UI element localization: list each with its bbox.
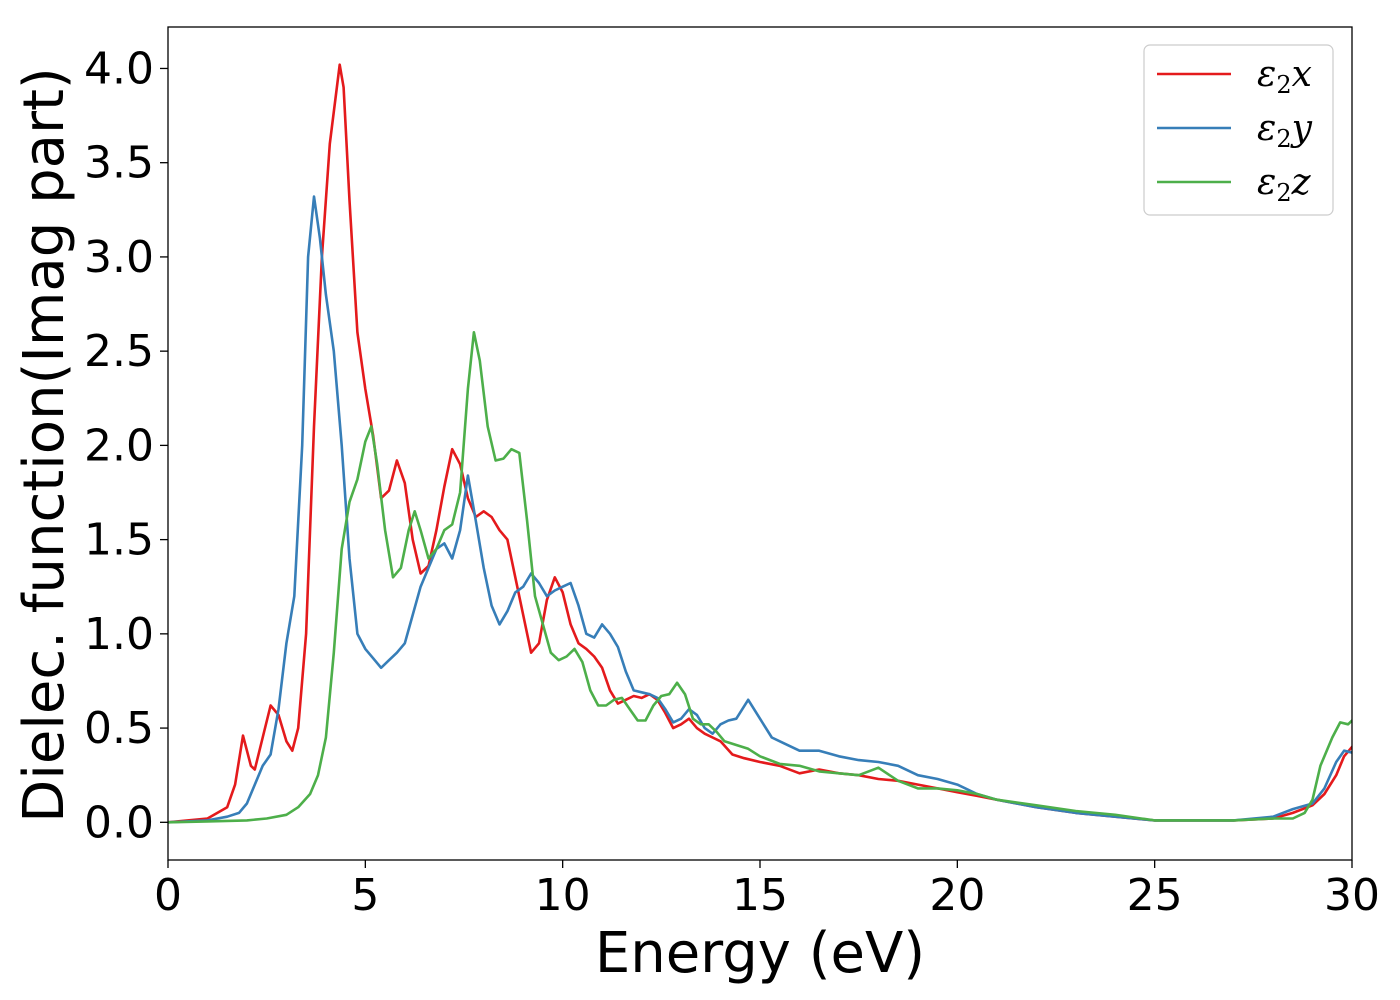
x-tick-label: 10 xyxy=(535,870,591,921)
y-tick-label: 2.0 xyxy=(84,420,154,471)
legend-label-x: ε2x xyxy=(1257,54,1312,99)
y-tick-label: 3.0 xyxy=(84,232,154,283)
y-axis: 0.0 0.5 1.0 1.5 2.0 2.5 3.0 3.5 4.0 xyxy=(84,43,168,848)
x-tick-label: 30 xyxy=(1324,870,1380,921)
y-tick-label: 1.0 xyxy=(84,609,154,660)
x-axis: 0 5 10 15 20 25 30 xyxy=(154,860,1380,921)
legend-label-y: ε2y xyxy=(1257,108,1313,153)
legend-box xyxy=(1143,44,1334,216)
x-tick-label: 0 xyxy=(154,870,182,921)
x-tick-label: 15 xyxy=(732,870,788,921)
legend-label-z: ε2z xyxy=(1257,162,1312,207)
legend: ε2x ε2y ε2z xyxy=(1143,44,1334,216)
series-line-y xyxy=(168,195,1352,824)
series-layer xyxy=(168,63,1352,824)
y-tick-label: 0.0 xyxy=(84,797,154,848)
y-tick-label: 1.5 xyxy=(84,515,154,566)
y-axis-label: Dielec. function(Imag part) xyxy=(12,67,77,823)
y-tick-label: 0.5 xyxy=(84,703,154,754)
x-tick-label: 5 xyxy=(351,870,379,921)
x-tick-label: 20 xyxy=(929,870,985,921)
y-tick-label: 3.5 xyxy=(84,138,154,189)
legend-items: ε2x ε2y ε2z xyxy=(1157,54,1313,207)
y-tick-label: 4.0 xyxy=(84,43,154,94)
y-tick-label: 2.5 xyxy=(84,326,154,377)
series-line-z xyxy=(168,331,1352,824)
x-tick-label: 25 xyxy=(1127,870,1183,921)
x-axis-label: Energy (eV) xyxy=(595,921,925,986)
